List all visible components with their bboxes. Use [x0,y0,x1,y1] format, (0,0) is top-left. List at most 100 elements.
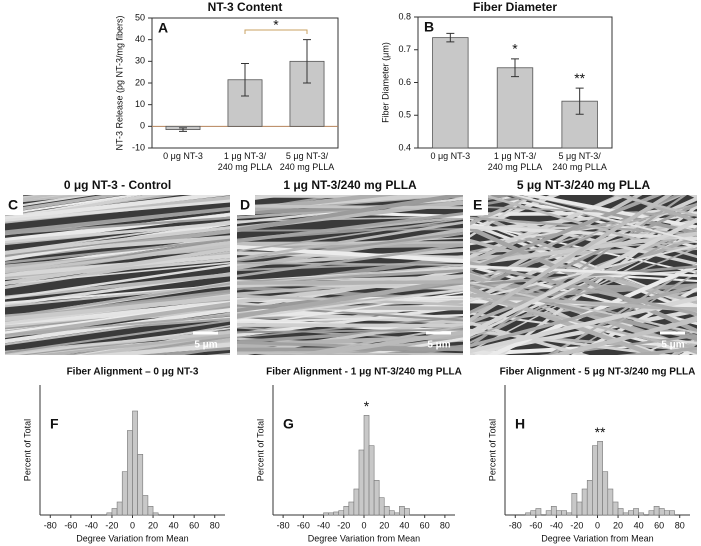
histogram-bar [358,449,365,516]
error-bar [575,87,584,115]
fiber [237,254,463,291]
x-tick-label: 0 μg NT-3 [430,151,471,161]
histogram-bar [378,497,385,516]
panel-label: A [158,20,168,36]
fiber [470,205,697,233]
fiber [522,195,697,235]
fiber [237,232,463,262]
histogram-bar [152,512,159,516]
histogram-bar [545,510,552,516]
fiber [470,265,697,278]
fiber [5,247,230,286]
fiber [470,195,643,293]
histogram-bar [592,445,598,516]
x-tick-label: 20 [613,520,623,530]
histogram-bar [664,510,670,516]
fiber [470,266,697,283]
fiber [237,228,463,232]
fiber [470,265,697,326]
image-title: 1 μg NT-3/240 mg PLLA [283,178,417,192]
x-tick-label: 80 [440,520,450,530]
category-label-box: 5 μg NT-3/ 240 mg PLLA [280,151,335,172]
histogram-bar [622,512,629,516]
significance-mark: * [512,41,518,57]
error-bar [179,127,187,132]
fiber [237,197,463,224]
fiber [31,334,230,355]
fiber [470,195,541,226]
histogram-bar [658,508,665,516]
fiber [237,316,463,339]
panel-label: H [515,416,525,432]
fiber [470,195,673,323]
fiber [470,299,697,308]
histogram-bar [338,510,345,516]
error-bar [446,32,455,43]
histogram-bar [147,506,154,516]
x-tick-label: 0 [361,520,366,530]
fiber [5,312,230,346]
sem-image [100,195,700,361]
fiber [5,195,163,221]
fiber [237,328,463,334]
panel-label: G [283,416,294,432]
fiber [5,299,230,328]
fiber [538,334,697,355]
chart-title: NT-3 Content [208,0,283,14]
fiber [237,294,463,307]
fiber [470,211,697,217]
x-tick-label: -40 [85,520,98,530]
fiber [470,202,697,314]
histogram-bar [628,510,634,516]
fiber [5,317,230,337]
fiber [511,195,697,243]
fiber [237,264,463,286]
fiber [519,195,697,230]
x-axis-label: Degree Variation from Mean [541,533,653,543]
fiber [100,356,700,361]
histogram-bar [633,508,639,516]
sem-image [470,195,697,355]
fiber [237,285,463,303]
category-label-box: 1 μg NT-3/ 240 mg PLLA [488,151,543,172]
fiber [470,232,697,352]
image-title: 5 μg NT-3/240 mg PLLA [517,178,651,192]
histogram-bar [111,508,118,516]
x-tick-label: 20 [148,520,158,530]
fiber [470,284,697,348]
error-bar [303,39,311,84]
y-tick-label: 40 [135,34,145,44]
x-tick-label: 60 [189,520,199,530]
histogram-bar [530,510,537,516]
histogram-bar [328,512,334,516]
x-tick-label: -60 [529,520,542,530]
x-tick-label: 80 [210,520,220,530]
panel-label: D [240,197,250,213]
x-tick-label: 60 [420,520,430,530]
fiber [470,195,631,259]
fiber [470,213,697,246]
fiber [617,346,697,355]
fiber [470,195,685,289]
histogram-bar [581,488,588,516]
fiber [5,195,125,214]
fiber [5,206,230,235]
significance-bracket [244,29,308,34]
panel-label-bg [237,195,255,215]
significance-mark: * [273,17,279,33]
chart-title: Fiber Diameter [473,0,557,14]
y-tick-label: 0.4 [398,142,411,152]
fiber [5,195,230,221]
fiber [237,317,463,335]
fiber [5,253,230,277]
y-axis-label: Percent of Total [22,419,32,481]
fiber [470,208,697,318]
histogram-bar [127,430,133,516]
scale-label: 5 μm [194,340,217,351]
y-tick-label: 0.6 [398,77,411,87]
fiber [237,317,463,355]
fiber [5,235,230,256]
fiber [237,347,463,352]
x-tick-label: -20 [105,520,118,530]
error-bar [511,58,519,78]
